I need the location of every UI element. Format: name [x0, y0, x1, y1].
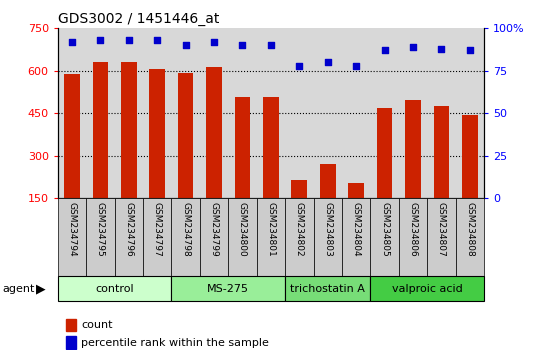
Text: GSM234800: GSM234800: [238, 202, 247, 257]
Bar: [64, 74, 80, 198]
Point: [238, 42, 247, 48]
Text: GSM234796: GSM234796: [124, 202, 133, 257]
Text: GSM234798: GSM234798: [181, 202, 190, 257]
Bar: [285, 198, 314, 276]
Text: GSM234807: GSM234807: [437, 202, 446, 257]
Bar: [172, 198, 200, 276]
Bar: [143, 198, 172, 276]
Bar: [405, 100, 421, 198]
Bar: [58, 276, 172, 301]
Bar: [67, 319, 76, 331]
Text: percentile rank within the sample: percentile rank within the sample: [81, 338, 269, 348]
Text: GSM234802: GSM234802: [295, 202, 304, 257]
Bar: [58, 198, 86, 276]
Text: GSM234806: GSM234806: [409, 202, 417, 257]
Point: [409, 44, 417, 50]
Bar: [427, 198, 455, 276]
Text: GSM234794: GSM234794: [68, 202, 76, 257]
Bar: [455, 198, 484, 276]
Point: [68, 39, 76, 45]
Bar: [86, 198, 114, 276]
Bar: [178, 73, 194, 198]
Text: GSM234803: GSM234803: [323, 202, 332, 257]
Text: control: control: [95, 284, 134, 293]
Text: MS-275: MS-275: [207, 284, 249, 293]
Bar: [348, 183, 364, 198]
Text: GSM234797: GSM234797: [153, 202, 162, 257]
Point: [465, 47, 474, 53]
Bar: [200, 198, 228, 276]
Bar: [462, 115, 477, 198]
Point: [380, 47, 389, 53]
Bar: [235, 97, 250, 198]
Point: [266, 42, 275, 48]
Bar: [370, 276, 484, 301]
Bar: [114, 198, 143, 276]
Bar: [121, 62, 136, 198]
Bar: [292, 180, 307, 198]
Bar: [228, 198, 257, 276]
Text: GSM234808: GSM234808: [465, 202, 474, 257]
Bar: [314, 198, 342, 276]
Point: [124, 38, 133, 43]
Bar: [92, 62, 108, 198]
Text: GSM234804: GSM234804: [351, 202, 361, 257]
Text: GDS3002 / 1451446_at: GDS3002 / 1451446_at: [58, 12, 219, 26]
Text: count: count: [81, 320, 113, 330]
Text: GSM234795: GSM234795: [96, 202, 105, 257]
Bar: [150, 69, 165, 198]
Bar: [206, 67, 222, 198]
Point: [295, 63, 304, 69]
Bar: [172, 276, 285, 301]
Point: [96, 38, 104, 43]
Point: [153, 38, 162, 43]
Text: trichostatin A: trichostatin A: [290, 284, 365, 293]
Bar: [263, 97, 279, 198]
Text: valproic acid: valproic acid: [392, 284, 463, 293]
Bar: [320, 164, 336, 198]
Point: [182, 42, 190, 48]
Bar: [433, 106, 449, 198]
Point: [323, 59, 332, 65]
Text: GSM234801: GSM234801: [266, 202, 276, 257]
Bar: [257, 198, 285, 276]
Bar: [370, 198, 399, 276]
Text: ▶: ▶: [36, 282, 45, 295]
Bar: [67, 336, 76, 349]
Text: agent: agent: [3, 284, 35, 293]
Bar: [342, 198, 370, 276]
Point: [352, 63, 361, 69]
Text: GSM234805: GSM234805: [380, 202, 389, 257]
Bar: [285, 276, 370, 301]
Point: [210, 39, 218, 45]
Text: GSM234799: GSM234799: [210, 202, 218, 257]
Bar: [377, 108, 392, 198]
Bar: [399, 198, 427, 276]
Point: [437, 46, 446, 52]
